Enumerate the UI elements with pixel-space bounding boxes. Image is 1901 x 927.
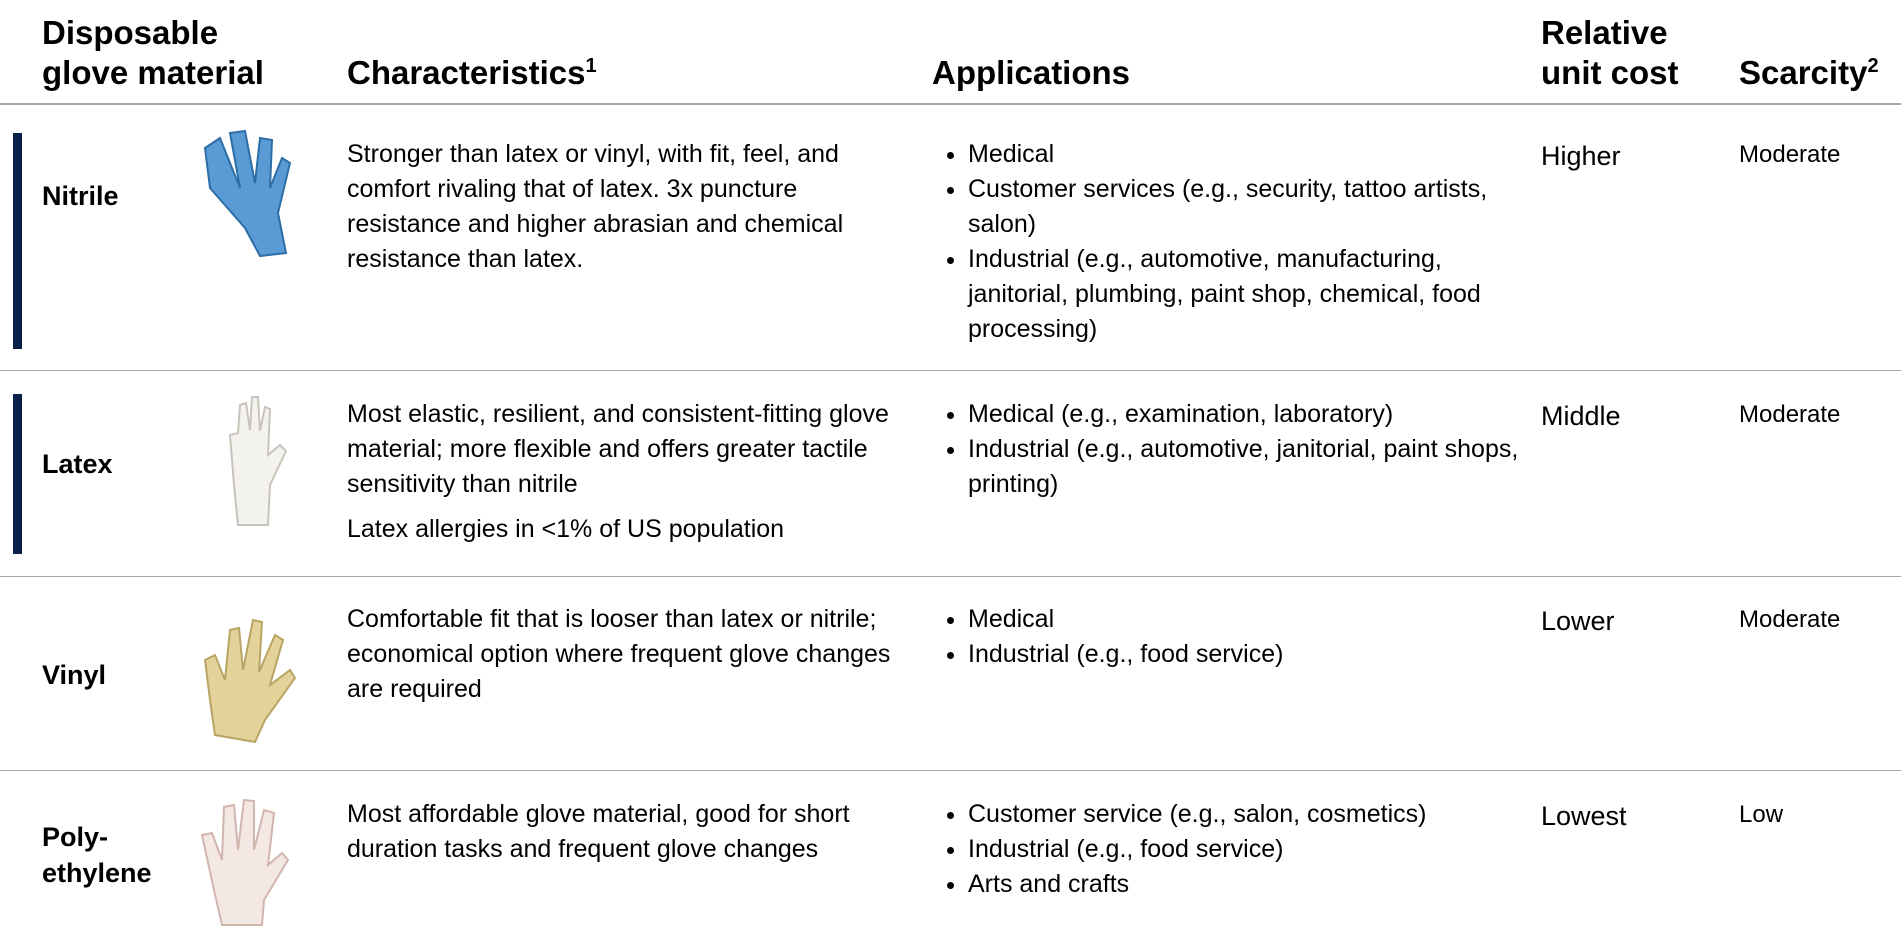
application-item: Medical [968,602,1548,637]
name-line: ethylene [42,858,152,888]
material-name: Latex [42,446,113,482]
column-header: Relative unit cost [1541,13,1679,93]
header-line: Scarcity2 [1739,53,1879,93]
applications: MedicalIndustrial (e.g., food service) [932,602,1548,672]
application-item: Customer services (e.g., security, tatto… [968,172,1548,242]
application-item: Industrial (e.g., food service) [968,637,1548,672]
application-item: Industrial (e.g., food service) [968,832,1548,867]
characteristic-text: Most affordable glove material, good for… [347,800,850,863]
applications: Medical (e.g., examination, laboratory)I… [932,397,1548,502]
characteristic-text: Latex allergies in <1% of US population [347,515,785,543]
characteristics: Stronger than latex or vinyl, with fit, … [347,137,892,277]
column-header: Characteristics1 [347,53,597,93]
application-item: Medical (e.g., examination, laboratory) [968,397,1548,432]
material-name: Poly-ethylene [42,819,152,891]
scarcity: Moderate [1739,606,1841,633]
application-item: Medical [968,137,1548,172]
header-line: unit cost [1541,53,1679,93]
footnote-marker: 2 [1867,55,1879,77]
header-line: Disposable [42,13,264,53]
relative-cost: Higher [1541,141,1621,171]
application-item: Arts and crafts [968,867,1548,902]
characteristic-text: Stronger than latex or vinyl, with fit, … [347,140,844,273]
scarcity: Moderate [1739,401,1841,428]
header-line: glove material [42,53,264,93]
material-name: Nitrile [42,178,119,214]
scarcity: Moderate [1739,141,1841,168]
row-rule [0,370,1901,371]
highlight-bar [13,394,22,554]
header-text: Relative [1541,14,1668,51]
header-text: glove material [42,54,264,91]
relative-cost: Middle [1541,401,1621,431]
header-line: Applications [932,53,1130,93]
row-rule [0,576,1901,577]
header-text: Characteristics [347,54,586,91]
characteristics: Comfortable fit that is looser than late… [347,602,892,707]
characteristics: Most affordable glove material, good for… [347,797,892,867]
application-item: Industrial (e.g., automotive, manufactur… [968,242,1548,347]
highlight-bar [13,133,22,349]
glove-image [203,129,292,258]
applications: Customer service (e.g., salon, cosmetics… [932,797,1548,902]
column-header: Disposable glove material [42,13,264,93]
header-text: unit cost [1541,54,1679,91]
header-text: Applications [932,54,1131,91]
name-line: Vinyl [42,660,107,690]
characteristic-text: Comfortable fit that is looser than late… [347,605,891,703]
applications: MedicalCustomer services (e.g., security… [932,137,1548,347]
header-text: Scarcity [1739,54,1868,91]
application-item: Customer service (e.g., salon, cosmetics… [968,797,1548,832]
scarcity: Low [1739,801,1784,828]
column-header: Applications [932,53,1130,93]
application-item: Industrial (e.g., automotive, janitorial… [968,432,1548,502]
footnote-marker: 1 [585,55,597,77]
header-line: Relative [1541,13,1679,53]
header-line: Characteristics1 [347,53,597,93]
material-name: Vinyl [42,657,106,693]
row-rule [0,770,1901,771]
name-line: Nitrile [42,181,119,211]
relative-cost: Lowest [1541,801,1627,831]
glove-image [203,618,297,744]
characteristic-text: Most elastic, resilient, and consistent-… [347,400,889,498]
column-header: Scarcity2 [1739,53,1879,93]
characteristics: Most elastic, resilient, and consistent-… [347,397,892,547]
name-line: Poly- [42,822,109,852]
glove-image [228,396,288,526]
header-text: Disposable [42,14,219,51]
header-rule [0,103,1901,105]
glove-image [200,798,290,926]
relative-cost: Lower [1541,606,1615,636]
name-line: Latex [42,449,113,479]
